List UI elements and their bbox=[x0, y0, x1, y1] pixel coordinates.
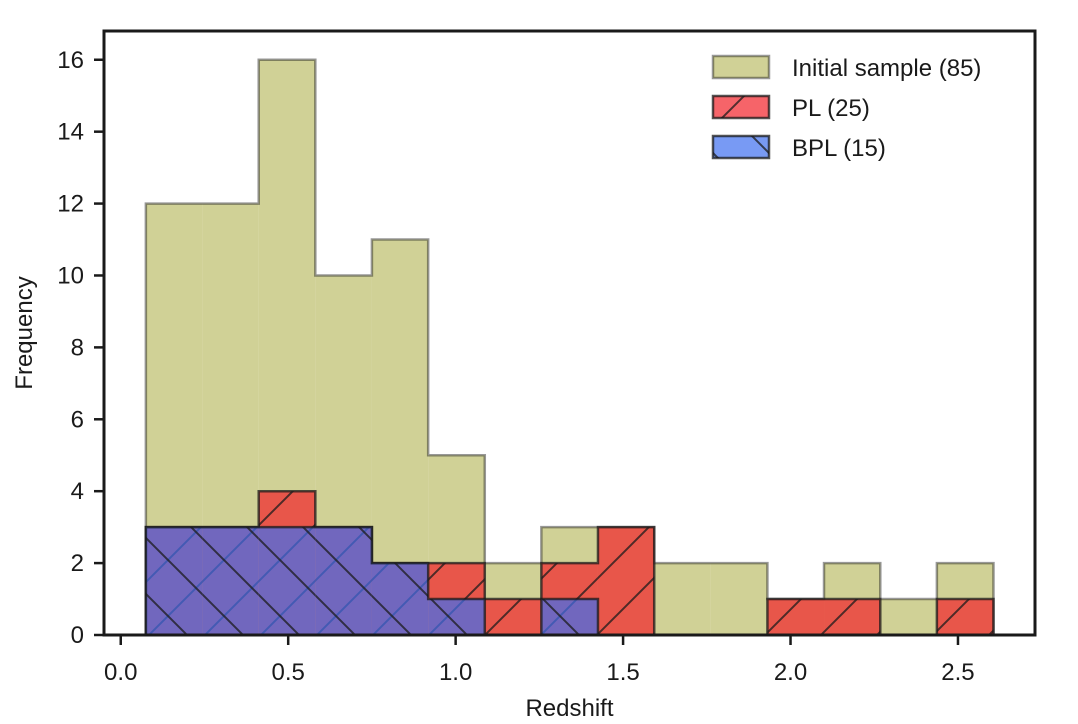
bar-hatch-series3-bin6 bbox=[428, 599, 485, 635]
legend-swatch-border bbox=[711, 134, 771, 160]
legend-entry-1: Initial sample (85) bbox=[711, 54, 981, 82]
plot-frame bbox=[102, 29, 1037, 637]
y-tick-label: 16 bbox=[57, 47, 84, 74]
y-tick-label: 2 bbox=[71, 550, 84, 577]
y-tick-label: 0 bbox=[71, 622, 84, 649]
series-outline-2 bbox=[144, 489, 995, 637]
series-outline-1 bbox=[144, 58, 995, 635]
x-axis-label: Redshift bbox=[525, 695, 613, 722]
bar-hatch-series3-bin1 bbox=[145, 527, 203, 635]
x-tick-label: 2.0 bbox=[774, 659, 807, 686]
bar-hatch-series3-bin8 bbox=[541, 599, 598, 635]
bar-hatch-series2-bin9 bbox=[597, 527, 655, 635]
y-axis-label: Frequency bbox=[11, 276, 38, 389]
bar-hatch-series3-bin5 bbox=[371, 563, 429, 635]
bar-series1-bin10 bbox=[654, 563, 711, 635]
bar-hatch-series2-bin15 bbox=[936, 599, 994, 635]
y-tick-label: 12 bbox=[57, 191, 84, 218]
legend-entry-3: BPL (15) bbox=[711, 134, 886, 162]
bar-hatch-series2-bin13 bbox=[824, 599, 881, 635]
y-tick-label: 10 bbox=[57, 262, 84, 289]
x-tick-label: 1.0 bbox=[439, 659, 472, 686]
legend-swatch-border bbox=[711, 54, 771, 80]
bar-hatch-series3-bin3 bbox=[258, 527, 316, 635]
bar-hatch-series2-bin12 bbox=[767, 599, 825, 635]
bar-hatch-series3-bin2 bbox=[202, 527, 259, 635]
legend-entry-2: PL (25) bbox=[711, 94, 870, 122]
legend: Initial sample (85) PL (25) BPL (15) bbox=[711, 54, 981, 162]
legend-swatch-hatch bbox=[713, 136, 769, 158]
legend-swatch-hatch bbox=[713, 96, 769, 118]
legend-swatch bbox=[713, 56, 769, 78]
y-tick-label: 4 bbox=[71, 478, 84, 505]
bar-hatch-series3-bin4 bbox=[315, 527, 372, 635]
y-tick-label: 8 bbox=[71, 334, 84, 361]
bar-series1-bin11 bbox=[710, 563, 768, 635]
legend-label: Initial sample (85) bbox=[792, 55, 981, 82]
axes-layer: 0 2 4 6 8 10 12 14 16 0.0 0.5 1.0 1.5 2.0 2.5 Redshift F… bbox=[11, 29, 1037, 722]
x-tick-label: 0.0 bbox=[104, 659, 137, 686]
x-tick-label: 2.5 bbox=[941, 659, 974, 686]
x-tick-label: 0.5 bbox=[272, 659, 305, 686]
y-tick-label: 14 bbox=[57, 119, 84, 146]
legend-label: BPL (15) bbox=[792, 135, 886, 162]
bars-layer bbox=[144, 58, 995, 637]
bar-series1-bin14 bbox=[880, 599, 937, 635]
y-tick-label: 6 bbox=[71, 406, 84, 433]
legend-label: PL (25) bbox=[792, 95, 870, 122]
x-tick-label: 1.5 bbox=[606, 659, 639, 686]
legend-swatch-border bbox=[711, 94, 771, 120]
bar-hatch-series2-bin7 bbox=[484, 599, 542, 635]
